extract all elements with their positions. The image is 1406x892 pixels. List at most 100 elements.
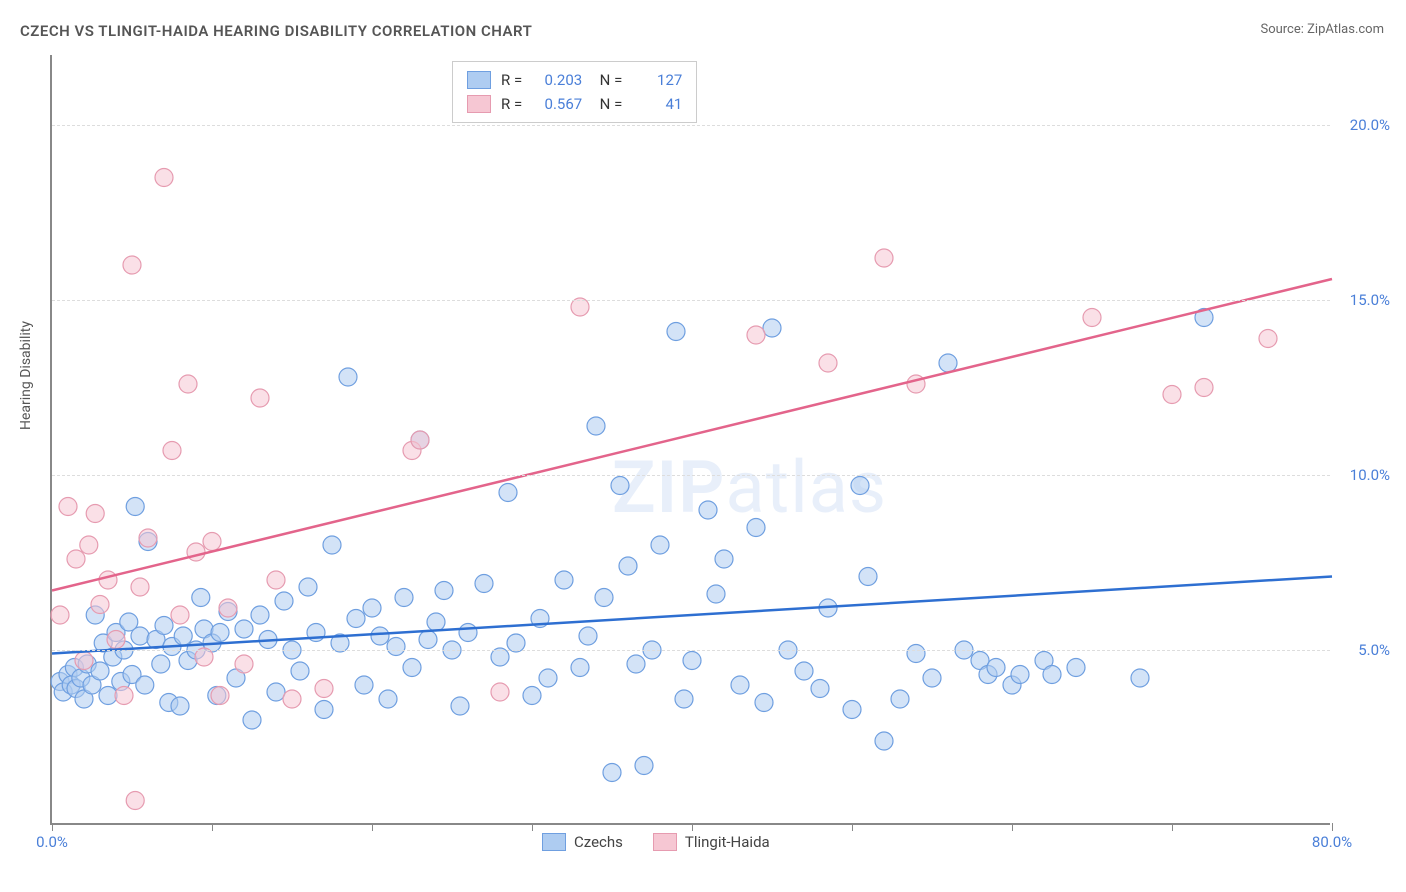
data-point <box>219 599 237 617</box>
data-point <box>491 683 509 701</box>
data-point <box>179 375 197 393</box>
data-point <box>555 571 573 589</box>
data-point <box>819 354 837 372</box>
legend-label: Czechs <box>574 833 623 851</box>
data-point <box>211 624 229 642</box>
legend-swatch <box>653 833 677 851</box>
data-point <box>611 477 629 495</box>
data-point <box>907 645 925 663</box>
data-point <box>1067 659 1085 677</box>
data-point <box>419 631 437 649</box>
data-point <box>475 575 493 593</box>
data-point <box>91 662 109 680</box>
data-point <box>51 606 69 624</box>
legend-item: Czechs <box>542 833 623 851</box>
data-point <box>211 687 229 705</box>
data-point <box>843 701 861 719</box>
data-point <box>115 687 133 705</box>
data-point <box>1043 666 1061 684</box>
data-point <box>99 571 117 589</box>
data-point <box>243 711 261 729</box>
data-point <box>651 536 669 554</box>
data-point <box>131 627 149 645</box>
data-point <box>86 505 104 523</box>
plot-area: ZIPatlas R =0.203 N =127R =0.567 N =41 C… <box>50 55 1330 825</box>
data-point <box>155 169 173 187</box>
data-point <box>131 578 149 596</box>
data-point <box>59 498 77 516</box>
x-tick <box>532 823 533 831</box>
data-point <box>155 617 173 635</box>
data-point <box>811 680 829 698</box>
data-point <box>80 536 98 554</box>
series-legend: Czechs Tlingit-Haida <box>542 833 770 851</box>
legend-item: Tlingit-Haida <box>653 833 770 851</box>
data-point <box>747 326 765 344</box>
data-point <box>387 638 405 656</box>
data-point <box>126 498 144 516</box>
data-point <box>755 694 773 712</box>
data-point <box>91 596 109 614</box>
data-point <box>251 606 269 624</box>
data-point <box>675 690 693 708</box>
data-point <box>379 690 397 708</box>
y-axis-label: Hearing Disability <box>18 321 34 430</box>
data-point <box>347 610 365 628</box>
data-point <box>891 690 909 708</box>
data-point <box>411 431 429 449</box>
data-point <box>667 323 685 341</box>
data-point <box>363 599 381 617</box>
data-point <box>595 589 613 607</box>
data-point <box>315 701 333 719</box>
x-tick <box>692 823 693 831</box>
x-tick <box>52 823 53 831</box>
data-point <box>174 627 192 645</box>
data-point <box>152 655 170 673</box>
data-point <box>707 585 725 603</box>
data-point <box>435 582 453 600</box>
data-point <box>395 589 413 607</box>
x-tick <box>1012 823 1013 831</box>
data-point <box>163 442 181 460</box>
data-point <box>403 659 421 677</box>
scatter-svg <box>52 55 1330 823</box>
data-point <box>107 631 125 649</box>
chart-title: CZECH VS TLINGIT-HAIDA HEARING DISABILIT… <box>20 22 532 40</box>
data-point <box>355 676 373 694</box>
data-point <box>267 683 285 701</box>
x-tick <box>1332 823 1333 831</box>
x-tick <box>212 823 213 831</box>
x-tick <box>372 823 373 831</box>
data-point <box>1163 386 1181 404</box>
data-point <box>747 519 765 537</box>
gridline <box>52 125 1330 126</box>
data-point <box>499 484 517 502</box>
data-point <box>123 256 141 274</box>
data-point <box>459 624 477 642</box>
data-point <box>1195 379 1213 397</box>
data-point <box>315 680 333 698</box>
x-tick <box>1172 823 1173 831</box>
data-point <box>1259 330 1277 348</box>
data-point <box>587 417 605 435</box>
data-point <box>235 655 253 673</box>
data-point <box>1083 309 1101 327</box>
x-tick-label: 0.0% <box>36 833 68 851</box>
data-point <box>539 669 557 687</box>
data-point <box>67 550 85 568</box>
data-point <box>171 606 189 624</box>
data-point <box>635 757 653 775</box>
data-point <box>1131 669 1149 687</box>
data-point <box>875 732 893 750</box>
data-point <box>851 477 869 495</box>
data-point <box>126 792 144 810</box>
data-point <box>171 697 189 715</box>
data-point <box>235 620 253 638</box>
y-tick-label: 10.0% <box>1350 466 1390 484</box>
x-tick <box>852 823 853 831</box>
data-point <box>627 655 645 673</box>
data-point <box>427 613 445 631</box>
data-point <box>291 662 309 680</box>
data-point <box>323 536 341 554</box>
data-point <box>987 659 1005 677</box>
